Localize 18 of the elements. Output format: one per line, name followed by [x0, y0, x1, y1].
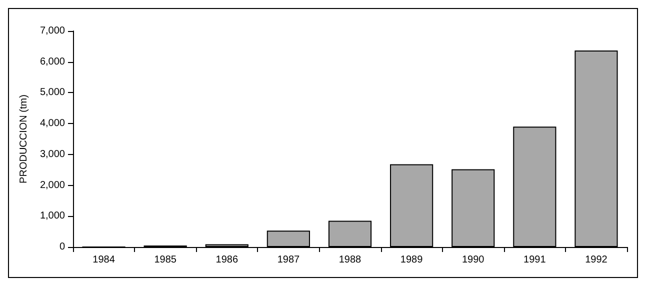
y-tick-label: 2,000: [40, 180, 66, 191]
x-tick-label: 1990: [462, 254, 485, 266]
y-tick-label: 1,000: [40, 210, 66, 222]
y-tick-label: 7,000: [40, 26, 66, 36]
y-tick-label: 6,000: [40, 56, 66, 68]
y-tick-label: 0: [59, 242, 66, 252]
x-tick-label: 1991: [524, 254, 546, 266]
y-axis-title: PRODUCCION (tm): [18, 94, 30, 184]
y-tick-label: 5,000: [40, 87, 66, 98]
x-tick-label: 1986: [216, 254, 238, 266]
x-tick-label: 1985: [154, 254, 177, 266]
y-tick-label: 4,000: [40, 118, 66, 130]
x-tick-label: 1989: [400, 254, 424, 266]
x-tick-label: 1984: [92, 254, 116, 266]
x-tick-label: 1988: [338, 254, 362, 266]
x-tick-label: 1992: [585, 254, 608, 266]
y-tick-label: 3,000: [40, 148, 66, 160]
x-tick-label: 1987: [277, 254, 300, 266]
